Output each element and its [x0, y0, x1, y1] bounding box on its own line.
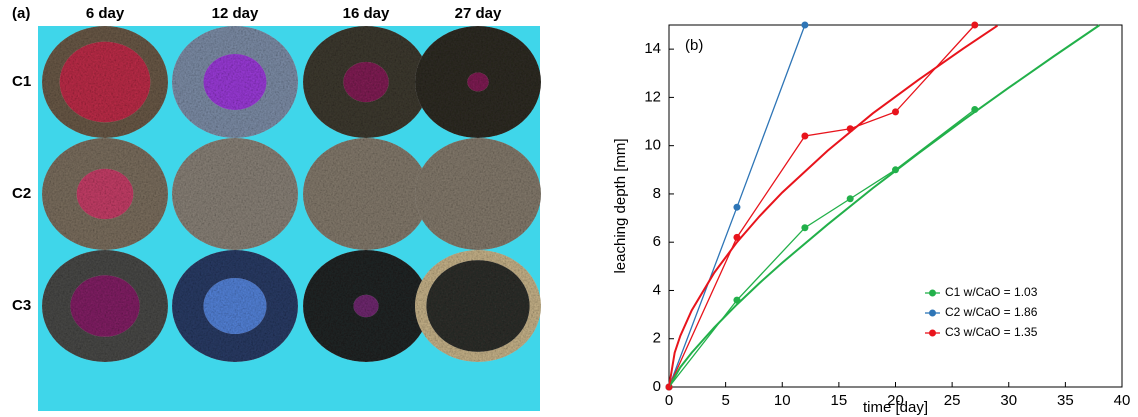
data-point	[971, 21, 979, 29]
stain	[76, 168, 134, 220]
fit-curve	[668, 24, 1100, 388]
x-tick-label: 40	[1114, 392, 1131, 409]
y-tick-label: 0	[653, 378, 661, 395]
x-axis-label: time [day]	[863, 399, 928, 416]
y-tick-label: 6	[653, 233, 661, 250]
stain	[467, 72, 489, 92]
stain	[203, 278, 267, 334]
column-label: 16 day	[343, 5, 390, 22]
stain	[59, 41, 151, 123]
row-label: C2	[12, 185, 31, 202]
specimen	[303, 138, 429, 250]
panel-label: (a)	[12, 5, 30, 22]
data-point	[733, 203, 741, 211]
annotation: (b)	[685, 37, 703, 54]
x-tick-label: 0	[665, 392, 673, 409]
data-point	[801, 132, 809, 140]
legend-marker	[929, 289, 936, 297]
specimen	[415, 138, 541, 250]
x-tick-label: 35	[1057, 392, 1074, 409]
data-point	[846, 195, 854, 203]
plot: 0 5 10 15 20 25 30 35 40 0 2 4 6 8 10 12 14 time [day] lea…	[612, 21, 1131, 416]
stain	[426, 260, 530, 352]
x-tick-label: 10	[774, 392, 791, 409]
specimen	[172, 138, 298, 250]
fit-curve	[668, 24, 998, 388]
data-point	[801, 21, 809, 29]
legend-label: C1 w/CaO = 1.03	[945, 285, 1038, 299]
stain	[70, 275, 140, 337]
series-line	[668, 108, 976, 388]
legend-label: C2 w/CaO = 1.86	[945, 305, 1038, 319]
column-label: 12 day	[212, 5, 259, 22]
x-tick-label: 15	[831, 392, 848, 409]
y-tick-label: 8	[653, 185, 661, 202]
y-tick-label: 4	[653, 281, 661, 298]
legend-marker	[929, 309, 936, 317]
row-label: C1	[12, 73, 31, 90]
y-tick-label: 2	[653, 330, 661, 347]
stain	[343, 61, 389, 103]
photo-grid	[42, 26, 541, 362]
series-line	[668, 24, 976, 388]
column-label: 6 day	[86, 5, 125, 22]
stain	[353, 294, 379, 318]
y-tick-label: 14	[644, 40, 661, 57]
stain	[203, 54, 267, 110]
legend-marker	[929, 329, 936, 337]
legend-label: C3 w/CaO = 1.35	[945, 325, 1038, 339]
y-axis-label: leaching depth [mm]	[612, 138, 629, 273]
column-label: 27 day	[455, 5, 502, 22]
x-tick-label: 25	[944, 392, 961, 409]
row-label: C3	[12, 297, 31, 314]
x-tick-label: 5	[721, 392, 729, 409]
y-tick-label: 10	[644, 137, 661, 154]
x-tick-label: 30	[1000, 392, 1017, 409]
y-tick-label: 12	[644, 88, 661, 105]
data-point	[801, 224, 809, 232]
data-point	[892, 108, 899, 116]
x-tick-label: 20	[887, 392, 904, 409]
